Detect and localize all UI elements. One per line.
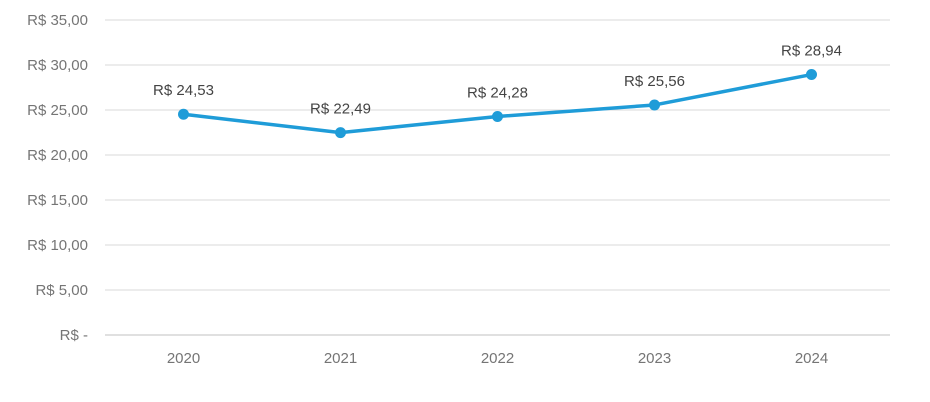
y-axis-tick-label: R$ 5,00 [35,282,88,299]
data-point-marker [335,127,346,139]
y-axis-tick-label: R$ 30,00 [27,57,88,74]
data-point-label: R$ 25,56 [624,73,685,90]
data-point-label: R$ 28,94 [781,43,842,60]
x-axis-tick-label: 2021 [324,350,357,367]
data-point-marker [806,69,817,81]
y-axis-tick-label: R$ 35,00 [27,12,88,29]
data-point-marker [649,99,660,111]
x-axis-tick-label: 2024 [795,350,828,367]
y-axis-tick-label: R$ 25,00 [27,102,88,119]
data-point-label: R$ 24,28 [467,84,528,101]
data-series-line [181,72,814,135]
y-axis-tick-label: R$ 20,00 [27,147,88,164]
data-point-label: R$ 22,49 [310,101,371,118]
data-point-label: R$ 24,53 [153,82,214,99]
y-axis-tick-label: R$ 10,00 [27,237,88,254]
data-point-marker [178,108,189,120]
x-axis-tick-label: 2022 [481,350,514,367]
x-axis-tick-label: 2023 [638,350,671,367]
data-point-marker [492,110,503,122]
y-axis-tick-label: R$ - [60,327,88,344]
y-axis-tick-label: R$ 15,00 [27,192,88,209]
x-axis-tick-label: 2020 [167,350,200,367]
